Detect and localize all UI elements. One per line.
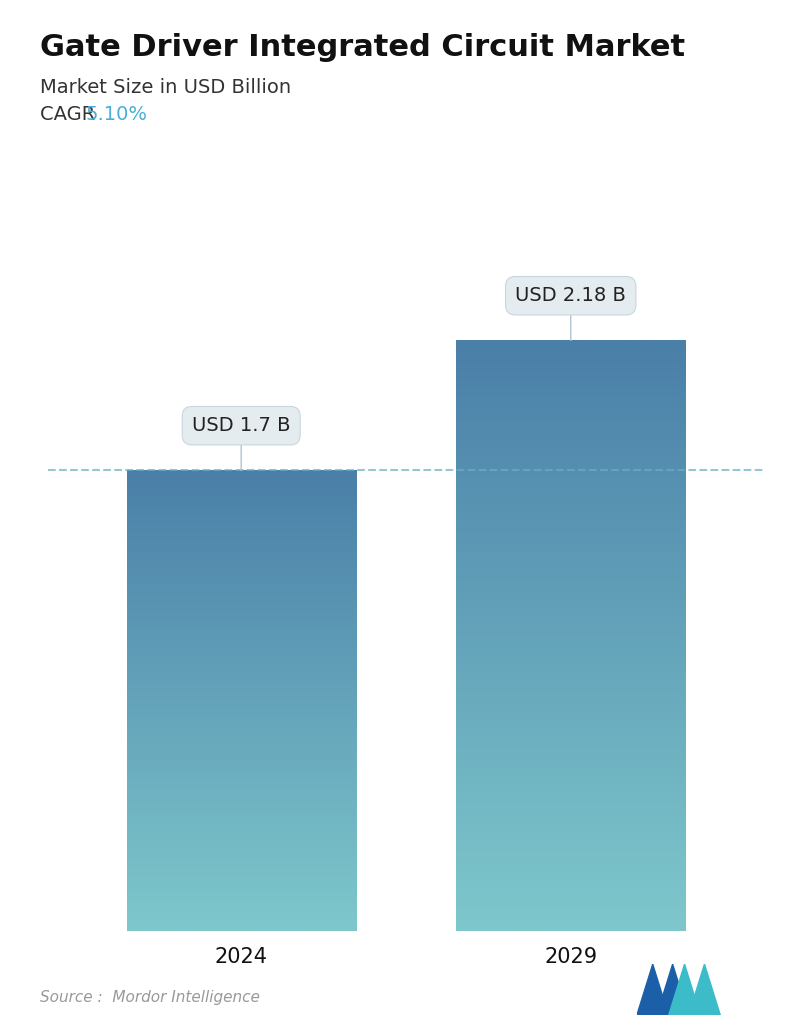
Text: 5.10%: 5.10% <box>86 105 148 124</box>
Polygon shape <box>637 964 669 1015</box>
Text: USD 2.18 B: USD 2.18 B <box>515 286 626 340</box>
Polygon shape <box>689 964 720 1015</box>
Text: Source :  Mordor Intelligence: Source : Mordor Intelligence <box>40 990 259 1005</box>
Polygon shape <box>657 964 689 1015</box>
Polygon shape <box>669 964 700 1015</box>
Text: CAGR: CAGR <box>40 105 101 124</box>
Text: Gate Driver Integrated Circuit Market: Gate Driver Integrated Circuit Market <box>40 33 685 62</box>
Text: Market Size in USD Billion: Market Size in USD Billion <box>40 78 291 96</box>
Text: USD 1.7 B: USD 1.7 B <box>192 416 291 470</box>
